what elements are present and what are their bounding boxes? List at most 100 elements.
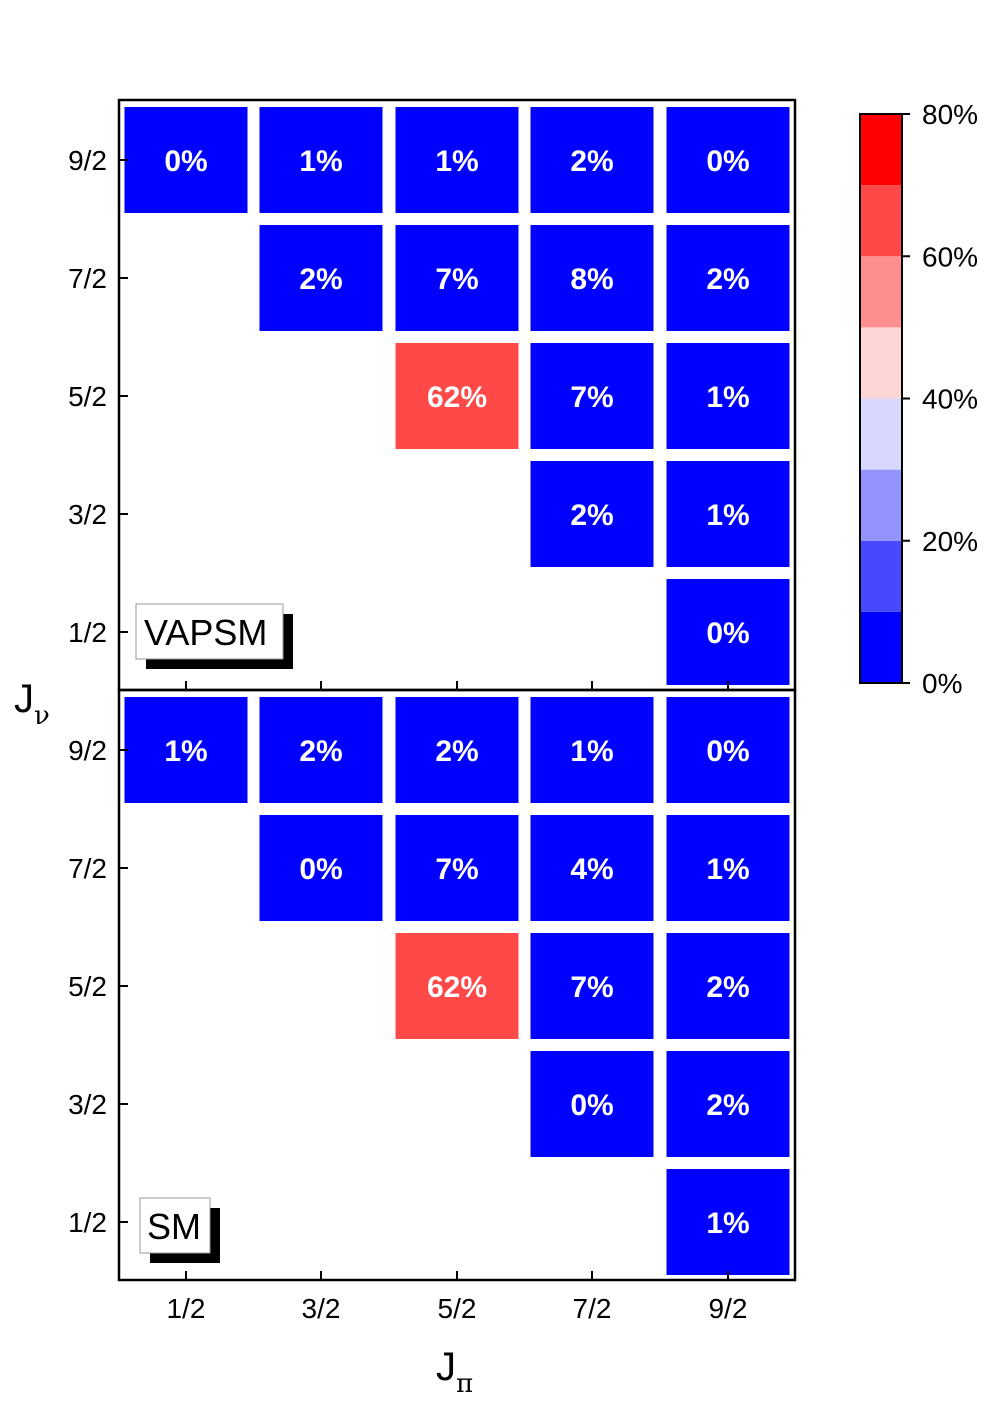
cell-value-label: 1% xyxy=(706,853,749,886)
heatmap-cell xyxy=(530,225,654,331)
cell-value-label: 7% xyxy=(570,971,613,1004)
heatmap-cell xyxy=(259,815,383,921)
colorbar-band xyxy=(860,611,902,683)
heatmap-cell xyxy=(259,107,383,213)
heatmap-cell xyxy=(666,1051,790,1157)
cell-value-label: 0% xyxy=(706,145,749,178)
colorbar-band xyxy=(860,256,902,328)
cell-value-label: 1% xyxy=(706,499,749,532)
cell-value-label: 0% xyxy=(570,1089,613,1122)
heatmap-cell xyxy=(395,225,519,331)
x-tick-label: 5/2 xyxy=(438,1293,477,1324)
cell-value-label: 1% xyxy=(570,735,613,768)
cell-value-label: 1% xyxy=(299,145,342,178)
heatmap-cell xyxy=(530,107,654,213)
panel-label-box xyxy=(135,603,284,660)
colorbar-band xyxy=(860,327,902,399)
colorbar: 0% 20% 40% 60% 80% xyxy=(859,99,978,699)
y-tick-label: 7/2 xyxy=(68,853,107,884)
heatmap-cell xyxy=(666,107,790,213)
heatmap-cell xyxy=(530,933,654,1039)
colorbar-band xyxy=(860,540,902,612)
colorbar-tick-label: 80% xyxy=(922,99,978,130)
y-tick-label: 1/2 xyxy=(68,1207,107,1238)
y-tick-label: 3/2 xyxy=(68,499,107,530)
cell-value-label: 0% xyxy=(299,853,342,886)
cell-value-label: 0% xyxy=(164,145,207,178)
x-tick-label: 9/2 xyxy=(709,1293,748,1324)
y-tick-label: 9/2 xyxy=(68,735,107,766)
heatmap-cell xyxy=(395,815,519,921)
heatmap-cell xyxy=(666,343,790,449)
cell-value-label: 7% xyxy=(570,381,613,414)
colorbar-band xyxy=(860,469,902,541)
colorbar-tick-label: 40% xyxy=(922,384,978,415)
cell-value-label: 2% xyxy=(706,263,749,296)
cell-value-label: 2% xyxy=(435,735,478,768)
y-tick-label: 3/2 xyxy=(68,1089,107,1120)
cell-value-label: 2% xyxy=(706,971,749,1004)
heatmap-cell xyxy=(395,933,519,1039)
cell-value-label: 4% xyxy=(570,853,613,886)
colorbar-tick-label: 60% xyxy=(922,241,978,272)
heatmap-cell xyxy=(530,697,654,803)
heatmap-cell xyxy=(666,461,790,567)
cell-value-label: 2% xyxy=(299,735,342,768)
cell-value-label: 62% xyxy=(427,381,487,414)
heatmap-cell xyxy=(395,107,519,213)
x-axis-title-main: J xyxy=(436,1345,456,1389)
y-tick-label: 5/2 xyxy=(68,381,107,412)
cell-value-label: 1% xyxy=(164,735,207,768)
cell-value-label: 1% xyxy=(435,145,478,178)
heatmap-cell xyxy=(259,225,383,331)
heatmap-cell xyxy=(395,343,519,449)
colorbar-tick-label: 20% xyxy=(922,526,978,557)
colorbar-tick-label: 0% xyxy=(922,668,962,699)
heatmap-cell xyxy=(666,1169,790,1275)
cell-value-label: 8% xyxy=(570,263,613,296)
heatmap-cell xyxy=(530,1051,654,1157)
x-tick-label: 7/2 xyxy=(573,1293,612,1324)
panel-label-box xyxy=(139,1197,211,1254)
heatmap-cell xyxy=(666,579,790,685)
cell-value-label: 0% xyxy=(706,735,749,768)
heatmap-cell xyxy=(530,461,654,567)
y-axis-title-main: J xyxy=(14,677,34,721)
heatmap-cell xyxy=(259,697,383,803)
heatmap-cell xyxy=(530,343,654,449)
y-tick-label: 5/2 xyxy=(68,971,107,1002)
cell-value-label: 1% xyxy=(706,381,749,414)
y-axis-title: Jν xyxy=(14,677,50,731)
heatmap-cell xyxy=(666,815,790,921)
cell-value-label: 2% xyxy=(706,1089,749,1122)
cell-value-label: 7% xyxy=(435,263,478,296)
heatmap-cell xyxy=(124,697,248,803)
cell-value-label: 7% xyxy=(435,853,478,886)
panel-label: VAPSM xyxy=(144,612,267,653)
heatmap-cell xyxy=(666,697,790,803)
x-tick-label: 1/2 xyxy=(167,1293,206,1324)
x-tick-label: 3/2 xyxy=(302,1293,341,1324)
heatmap-cell xyxy=(124,107,248,213)
panel-vapsm: 0% 1% 1% 2% 0% 2% 7% 8% 2% 62% 7% 1% 2% 1% 0% 1/2 3/2 5/2… xyxy=(68,98,797,692)
heatmap-cell xyxy=(666,933,790,1039)
y-tick-label: 7/2 xyxy=(68,263,107,294)
cell-value-label: 1% xyxy=(706,1207,749,1240)
y-axis-title-sub: ν xyxy=(34,701,50,731)
colorbar-band xyxy=(860,398,902,470)
heatmap-cell xyxy=(395,697,519,803)
cell-value-label: 62% xyxy=(427,971,487,1004)
cell-value-label: 2% xyxy=(299,263,342,296)
panels-layer: 0% 1% 1% 2% 0% 2% 7% 8% 2% 62% 7% 1% 2% 1% 0% 1/2 3/2 5/2… xyxy=(68,98,797,1324)
heatmap-cell xyxy=(530,815,654,921)
panel-label: SM xyxy=(147,1206,201,1247)
colorbar-band xyxy=(860,185,902,257)
colorbar-band xyxy=(860,114,902,186)
x-axis-title-sub: π xyxy=(456,1369,473,1399)
cell-value-label: 2% xyxy=(570,145,613,178)
x-axis-title: Jπ xyxy=(436,1345,473,1399)
heatmap-cell xyxy=(666,225,790,331)
cell-value-label: 2% xyxy=(570,499,613,532)
y-tick-label: 1/2 xyxy=(68,617,107,648)
